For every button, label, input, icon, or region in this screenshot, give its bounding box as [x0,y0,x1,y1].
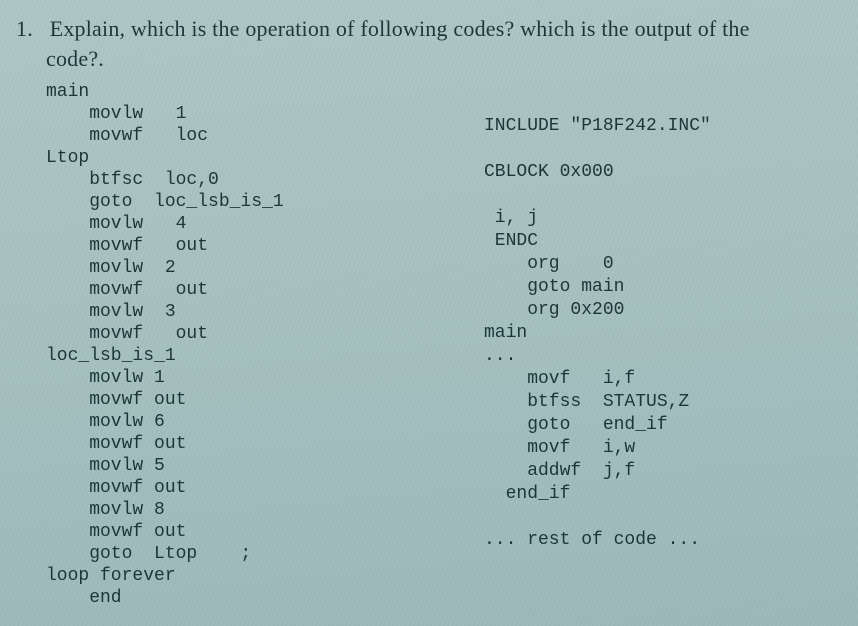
left-code-column: main movlw 1 movwf loc Ltop btfsc loc,0 … [46,79,466,609]
question-text-line2: code?. [46,46,104,71]
left-code-block: main movlw 1 movwf loc Ltop btfsc loc,0 … [46,81,466,609]
question-text-line1: Explain, which is the operation of follo… [50,16,750,41]
right-code-column: INCLUDE "P18F242.INC" CBLOCK 0x000 i, j … [474,79,834,552]
scanned-page: 1. Explain, which is the operation of fo… [0,0,858,626]
question-number: 1. [16,14,44,44]
question-prompt: 1. Explain, which is the operation of fo… [46,14,834,73]
code-columns: main movlw 1 movwf loc Ltop btfsc loc,0 … [46,79,834,609]
right-code-block: INCLUDE "P18F242.INC" CBLOCK 0x000 i, j … [484,115,834,552]
